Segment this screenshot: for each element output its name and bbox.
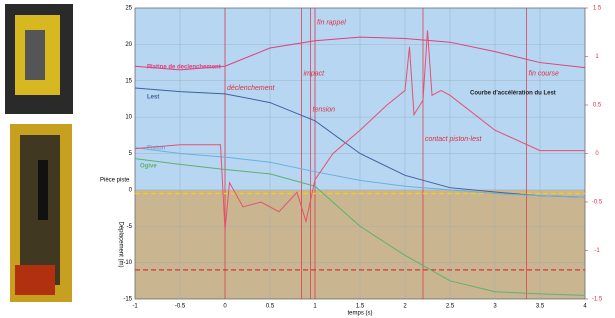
x-tick-label: 0.5 (266, 304, 275, 310)
annotation: fin course (529, 70, 559, 77)
y-tick-label: -5 (127, 224, 133, 230)
photo-top (5, 4, 73, 114)
y2-tick-label: -1.5 (592, 297, 603, 303)
y-tick-label: -15 (123, 297, 132, 303)
y2-tick-label: -1 (594, 248, 600, 254)
series-label: Lest (147, 95, 159, 101)
x-tick-label: 1.5 (356, 304, 365, 310)
page: {"chart_data": {"type": "line", "x_label… (0, 0, 615, 318)
x-tick-label: 3.5 (536, 304, 545, 310)
y2-tick-label: 1.5 (593, 6, 602, 12)
slide: -1-0.500.511.522.533.54-15-10-5051015202… (0, 0, 615, 318)
annotation: tension (313, 107, 336, 114)
series-label: Ogive (140, 164, 157, 170)
x-axis-label: temps (s) (347, 311, 372, 317)
y-tick-label: 25 (125, 6, 132, 12)
pointer-label: Pièce piste (100, 178, 130, 184)
series-label: Courbe d'accélération du Lest (470, 91, 556, 97)
photo-bottom (10, 124, 72, 302)
x-tick-label: -1 (132, 304, 138, 310)
y-tick-label: 20 (125, 42, 132, 48)
x-tick-label: -0.5 (175, 304, 186, 310)
y-axis-label: Déplacement (m) (117, 221, 123, 267)
y-tick-label: -10 (123, 260, 132, 266)
y-tick-label: 15 (125, 78, 132, 84)
x-tick-label: 2.5 (446, 304, 455, 310)
y2-tick-label: -0.5 (592, 200, 603, 206)
annotation: déclenchement (227, 85, 276, 92)
y2-tick-label: 0.5 (593, 103, 602, 109)
series-label: Platine de declenchement (147, 65, 221, 71)
y-tick-label: 10 (125, 115, 132, 121)
annotation: impact (304, 70, 326, 77)
annotation: fin rappel (317, 19, 346, 26)
annotation: contact piston-lest (425, 136, 482, 143)
